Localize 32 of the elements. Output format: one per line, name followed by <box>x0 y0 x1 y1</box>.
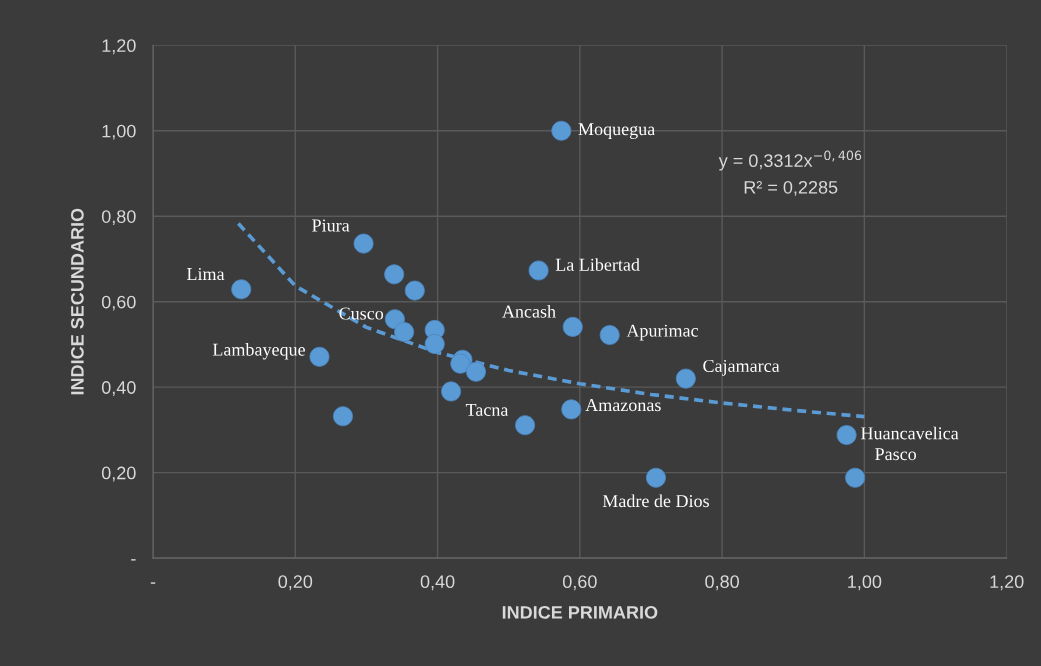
x-tick-label: 0,20 <box>278 575 313 591</box>
y-axis-title: INDICE SECUNDARIO <box>70 208 84 395</box>
x-tick-label: 1,20 <box>990 575 1024 591</box>
annotation: Apurimac <box>626 324 699 341</box>
x-tick-label: 1,00 <box>848 575 882 591</box>
annotation: Madre de Dios <box>602 494 709 508</box>
annotation: Cajamarca <box>703 359 780 376</box>
y-tick-label: 0,60 <box>101 295 136 311</box>
x-tick-label: 0,40 <box>420 575 455 591</box>
annotation: Ancash <box>502 304 556 318</box>
annotation: Amazonas <box>585 399 661 412</box>
annotation: Moquegua <box>578 123 655 139</box>
y-tick-label: 0,20 <box>101 466 136 482</box>
annotation: Lambayeque <box>212 343 305 360</box>
annotation: Huancavelica <box>861 426 959 440</box>
annotation: Pasco <box>875 448 917 461</box>
x-tick-label: 0,60 <box>562 575 597 591</box>
y-tick-label: 1,00 <box>102 124 136 140</box>
annotation: R² = 0,2285 <box>744 180 838 196</box>
y-tick-label: 1,20 <box>102 39 136 55</box>
annotation: Tacna <box>465 403 509 416</box>
y-tick-label: 0,80 <box>101 210 136 226</box>
annotation: Lima <box>186 267 225 281</box>
annotation: La Libertad <box>555 258 640 271</box>
y-tick-label: - <box>131 559 136 561</box>
x-axis-title: INDICE PRIMARIO <box>502 605 658 619</box>
x-tick-label: - <box>150 582 156 584</box>
annotation: Cusco <box>339 307 384 320</box>
annotation: Piura <box>312 219 350 232</box>
annotation: y = 0,3312x$^{−0,406}$ <box>718 150 862 171</box>
x-tick-label: 0,80 <box>705 575 739 591</box>
y-tick-label: 0,40 <box>101 381 136 397</box>
